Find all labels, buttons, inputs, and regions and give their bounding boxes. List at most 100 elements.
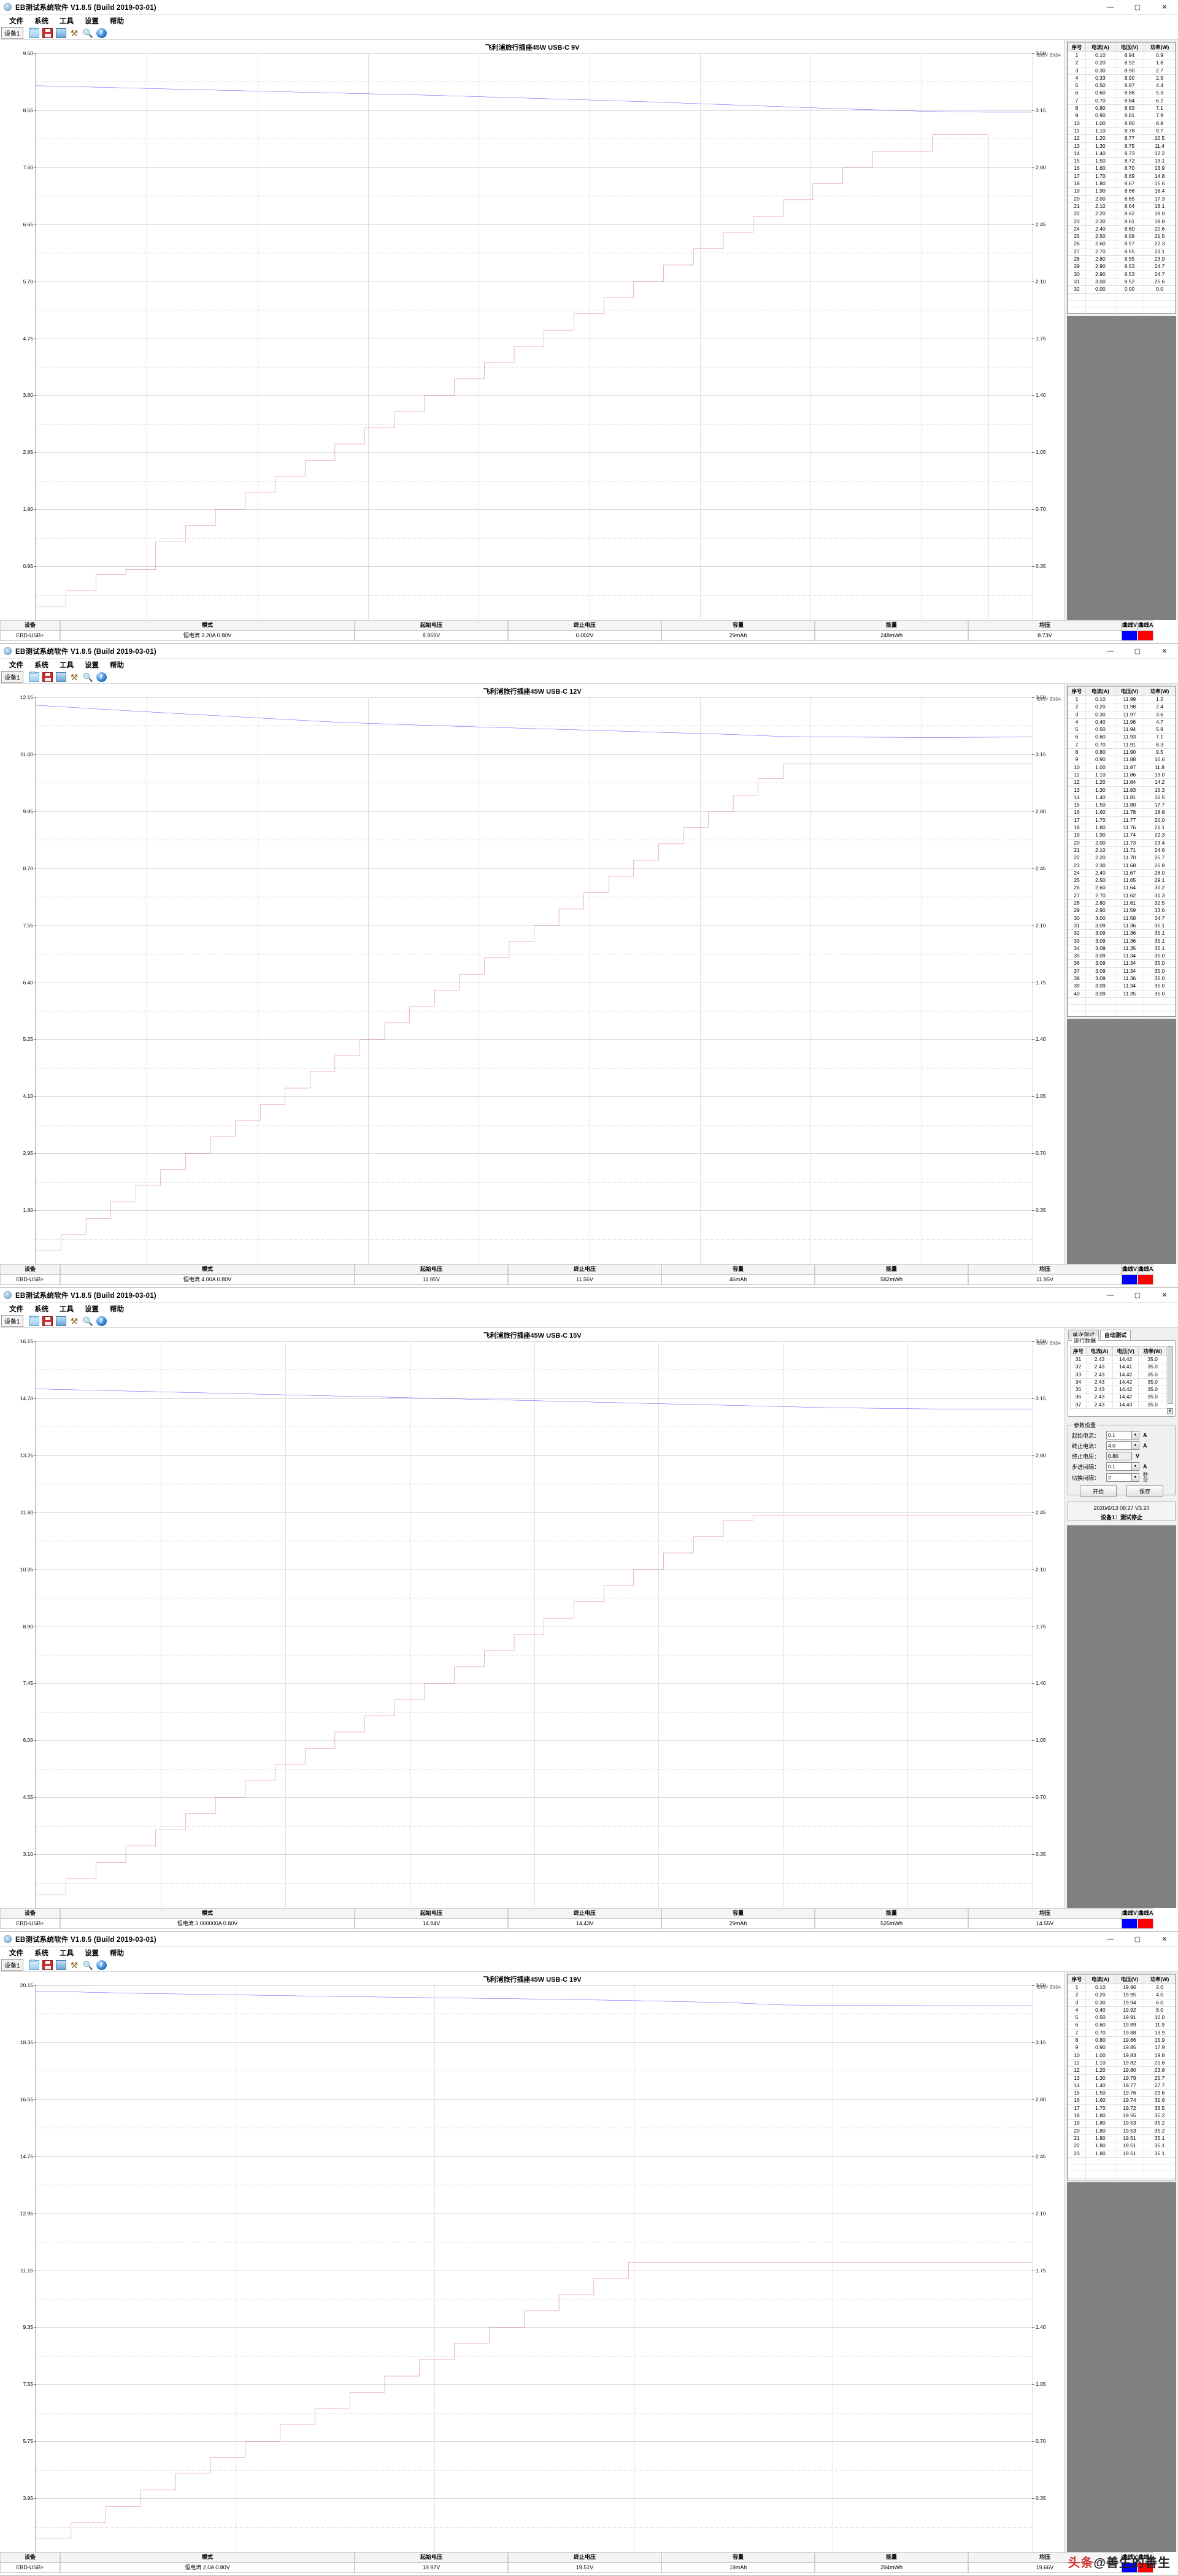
table-row[interactable]: 28 2.80 8.55 23.9 <box>1068 255 1176 264</box>
table-row[interactable]: 10 1.00 19.83 19.8 <box>1068 2051 1176 2060</box>
table-row[interactable]: 13 1.30 11.83 15.3 <box>1068 786 1176 794</box>
table-row[interactable]: 7 0.70 19.88 13.9 <box>1068 2028 1176 2037</box>
table-row[interactable]: 9 0.90 8.81 7.9 <box>1068 112 1176 120</box>
menu-item-1[interactable]: 系统 <box>34 661 48 669</box>
table-row[interactable]: 4 0.33 8.90 2.9 <box>1068 74 1176 83</box>
folder-icon[interactable] <box>28 27 39 38</box>
menu-item-1[interactable]: 系统 <box>34 1949 48 1957</box>
table-row[interactable]: 15 1.50 8.72 13.1 <box>1068 157 1176 166</box>
table-row[interactable]: 11 1.10 8.78 9.7 <box>1068 126 1176 136</box>
image-icon[interactable] <box>55 28 66 38</box>
table-row[interactable]: 22 2.20 11.70 25.7 <box>1068 854 1176 862</box>
table-row[interactable]: 34 3.09 11.35 35.1 <box>1068 944 1176 953</box>
tab-auto-test[interactable]: 自动测试 <box>1100 1330 1131 1340</box>
chevron-down-icon[interactable]: ▼ <box>1132 1431 1139 1439</box>
folder-icon[interactable] <box>28 671 39 682</box>
table-row[interactable]: 22 2.20 8.62 19.0 <box>1068 210 1176 218</box>
curve-a-swatch[interactable] <box>1138 2563 1153 2573</box>
table-row[interactable]: 9 0.90 11.88 10.6 <box>1068 756 1176 764</box>
table-row[interactable]: 20 2.00 8.65 17.3 <box>1068 194 1176 203</box>
table-row[interactable]: 38 3.09 11.36 35.0 <box>1068 974 1176 983</box>
table-row[interactable]: 14 1.40 19.77 27.7 <box>1068 2081 1176 2090</box>
save-icon[interactable] <box>42 672 53 682</box>
search-icon[interactable]: 🔍 <box>82 1960 93 1970</box>
image-icon[interactable] <box>55 1960 66 1970</box>
table-row[interactable]: 13 1.30 19.79 25.7 <box>1068 2074 1176 2082</box>
start-button[interactable]: 开始 <box>1080 1485 1117 1497</box>
table-row[interactable]: 21 1.80 19.51 35.1 <box>1068 2134 1176 2143</box>
table-row[interactable]: 30 3.00 11.58 34.7 <box>1068 914 1176 922</box>
param-input[interactable]: 0.1 <box>1106 1462 1132 1471</box>
menu-item-0[interactable]: 文件 <box>9 17 23 25</box>
table-row[interactable]: 6 0.60 11.93 7.1 <box>1068 733 1176 742</box>
table-row[interactable]: 3 0.30 11.97 3.6 <box>1068 710 1176 719</box>
device-tab[interactable]: 设备1 <box>1 671 23 683</box>
menu-item-0[interactable]: 文件 <box>9 1949 23 1957</box>
table-row[interactable]: 17 1.70 19.72 33.5 <box>1068 2104 1176 2113</box>
menu-item-0[interactable]: 文件 <box>9 1305 23 1313</box>
info-icon[interactable]: i <box>96 1316 107 1326</box>
table-row[interactable]: 4 0.40 19.92 8.0 <box>1068 2006 1176 2015</box>
table-row[interactable]: 8 0.80 19.86 15.9 <box>1068 2036 1176 2045</box>
curve-a-swatch[interactable] <box>1138 1275 1153 1285</box>
table-row[interactable]: 29 2.90 8.53 24.7 <box>1068 263 1176 271</box>
table-row[interactable]: 29 2.90 11.59 33.6 <box>1068 907 1176 915</box>
param-radios[interactable]: 秒 分 <box>1143 1473 1148 1482</box>
tools-icon[interactable]: ⚒ <box>70 1316 79 1326</box>
table-row[interactable]: 19 1.90 8.66 16.4 <box>1068 187 1176 196</box>
tools-icon[interactable]: ⚒ <box>70 28 79 38</box>
table-row[interactable]: 11 1.10 19.82 21.8 <box>1068 2058 1176 2068</box>
param-input[interactable]: 4.0 <box>1106 1441 1132 1450</box>
table-row[interactable]: 32 3.09 11.36 35.1 <box>1068 929 1176 938</box>
table-row[interactable]: 7 0.70 8.84 6.2 <box>1068 96 1176 105</box>
table-row[interactable]: 3 0.30 8.90 2.7 <box>1068 66 1176 75</box>
save-icon[interactable] <box>42 1316 53 1326</box>
table-row[interactable]: 31 3.09 11.36 35.1 <box>1068 921 1176 930</box>
radio-minutes[interactable]: 分 <box>1143 1477 1148 1482</box>
curve-v-swatch[interactable] <box>1122 1275 1138 1285</box>
menu-item-4[interactable]: 帮助 <box>110 1305 124 1313</box>
image-icon[interactable] <box>55 1316 66 1326</box>
table-row[interactable]: 20 2.00 11.73 23.4 <box>1068 838 1176 847</box>
chevron-down-icon[interactable]: ▼ <box>1132 1441 1139 1450</box>
curve-v-swatch[interactable] <box>1122 631 1138 641</box>
table-row[interactable]: 21 2.10 11.71 24.6 <box>1068 846 1176 855</box>
scroll-down-icon[interactable]: ▼ <box>1167 1408 1173 1414</box>
table-row[interactable]: 1 0.10 11.99 1.2 <box>1068 695 1176 704</box>
table-row[interactable]: 15 1.50 19.76 29.6 <box>1068 2089 1176 2098</box>
maximize-button[interactable]: ▢ <box>1134 1292 1141 1299</box>
curve-v-swatch[interactable] <box>1122 2563 1138 2573</box>
table-row[interactable]: 2 0.20 11.98 2.4 <box>1068 703 1176 711</box>
search-icon[interactable]: 🔍 <box>82 1316 93 1326</box>
maximize-button[interactable]: ▢ <box>1134 1936 1141 1943</box>
table-row[interactable]: 25 2.50 8.58 21.5 <box>1068 232 1176 241</box>
close-button[interactable]: ✕ <box>1161 4 1168 11</box>
table-row[interactable]: 7 0.70 11.91 8.3 <box>1068 740 1176 749</box>
info-icon[interactable]: i <box>96 672 107 682</box>
table-row[interactable]: 12 1.20 8.77 10.5 <box>1068 134 1176 143</box>
table-row[interactable]: 15 1.50 11.80 17.7 <box>1068 801 1176 810</box>
table-row[interactable]: 18 1.80 8.67 15.6 <box>1068 180 1176 188</box>
table-row[interactable]: 16 1.60 11.78 18.8 <box>1068 808 1176 817</box>
minimize-button[interactable]: — <box>1107 647 1114 655</box>
minimize-button[interactable]: — <box>1107 1935 1114 1943</box>
table-row[interactable]: 39 3.09 11.34 35.0 <box>1068 982 1176 991</box>
table-row[interactable]: 6 0.60 8.86 5.3 <box>1068 89 1176 98</box>
table-row[interactable]: 23 2.30 8.61 19.8 <box>1068 217 1176 226</box>
image-icon[interactable] <box>55 672 66 682</box>
search-icon[interactable]: 🔍 <box>82 28 93 38</box>
table-row[interactable]: 6 0.60 19.89 11.9 <box>1068 2021 1176 2030</box>
table-row[interactable]: 8 0.80 11.90 9.5 <box>1068 748 1176 757</box>
minimize-button[interactable]: — <box>1107 1291 1114 1299</box>
table-row[interactable]: 1 0.10 8.94 0.9 <box>1068 51 1176 60</box>
info-icon[interactable]: i <box>96 1960 107 1970</box>
table-row[interactable]: 37 2.43 14.43 35.0 <box>1070 1400 1167 1409</box>
table-row[interactable]: 5 0.50 19.91 10.0 <box>1068 2014 1176 2022</box>
menu-item-4[interactable]: 帮助 <box>110 17 124 25</box>
table-row[interactable]: 23 2.30 11.68 26.8 <box>1068 861 1176 870</box>
curve-a-swatch[interactable] <box>1138 631 1153 641</box>
table-row[interactable]: 5 0.50 8.87 4.4 <box>1068 82 1176 90</box>
menu-item-0[interactable]: 文件 <box>9 661 23 669</box>
search-icon[interactable]: 🔍 <box>82 672 93 682</box>
menu-item-3[interactable]: 设置 <box>85 17 99 25</box>
